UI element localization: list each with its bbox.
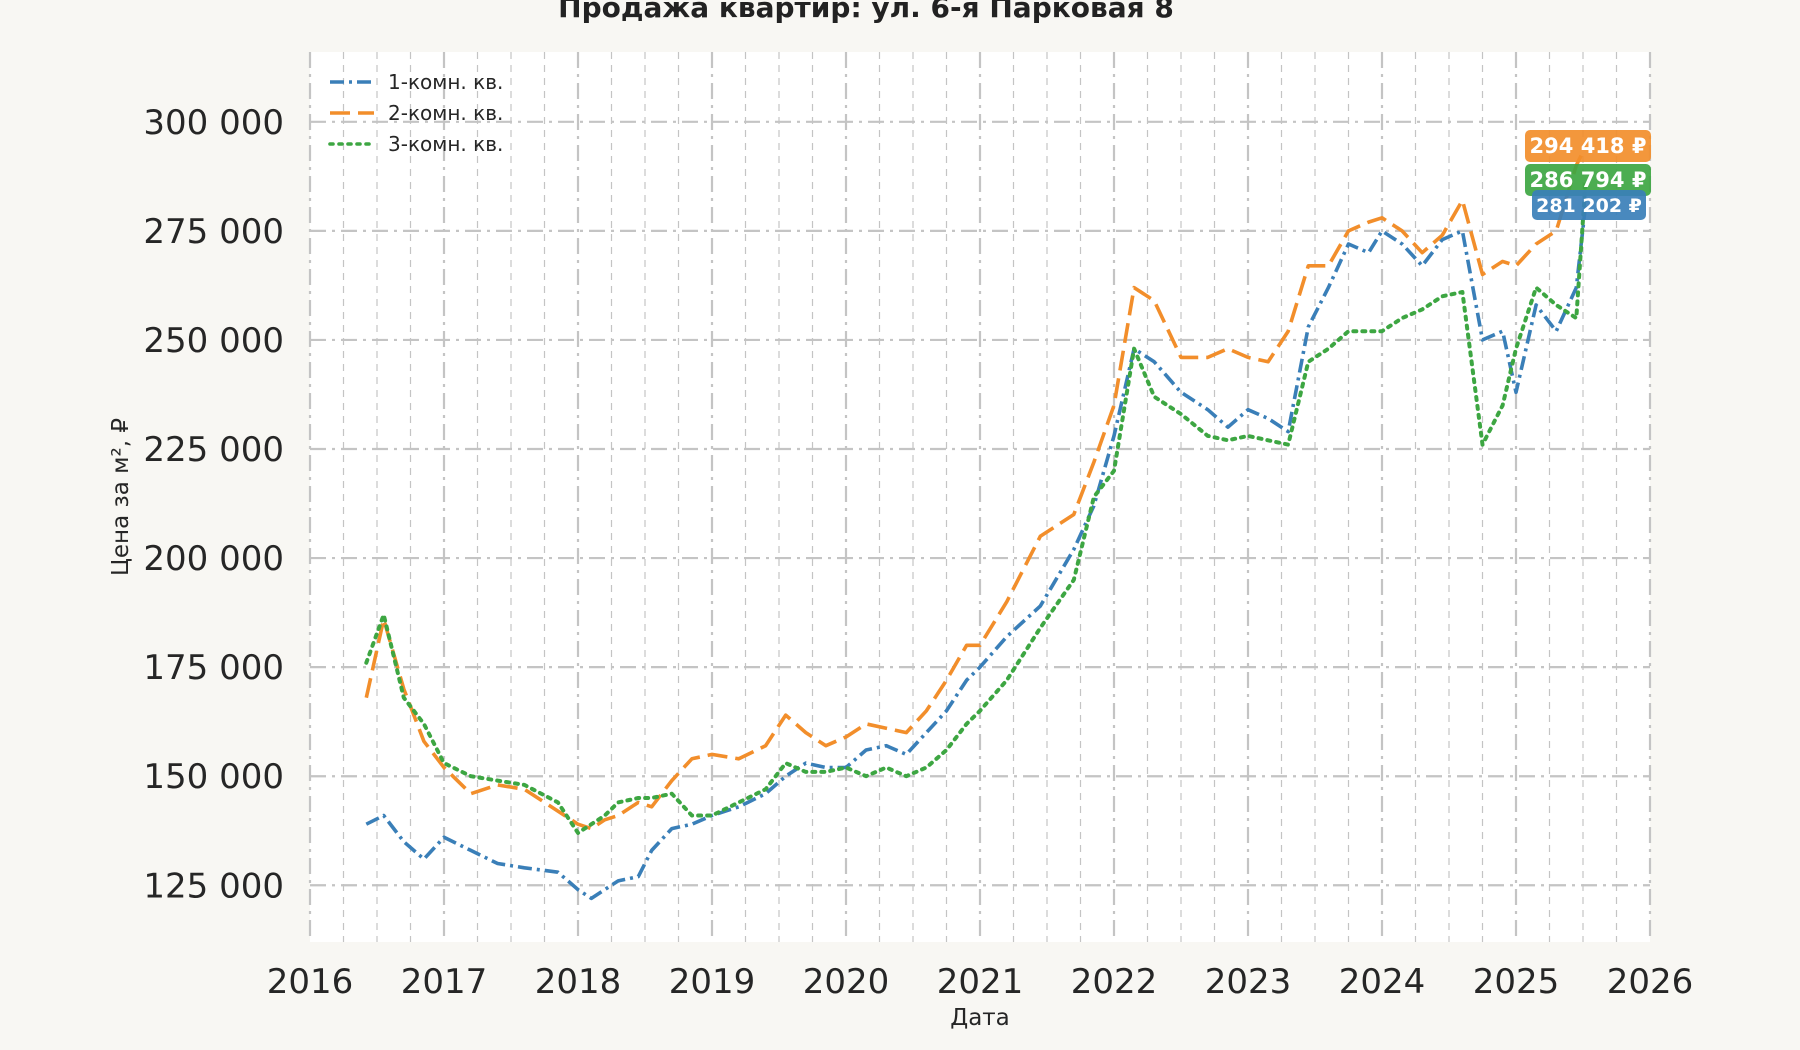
y-tick-labels: 125 000 150 000 175 000 200 000 225 000 250 0… — [143, 103, 284, 906]
end-label-text: 294 418 ₽ — [1530, 134, 1647, 158]
y-axis-label: Цена за м², ₽ — [108, 418, 134, 576]
legend-label: 1-комн. кв. — [388, 70, 503, 94]
end-label-1: 281 202 ₽ — [1532, 190, 1646, 220]
y-tick-label: 225 000 — [143, 430, 284, 470]
end-label-3: 286 794 ₽ — [1525, 164, 1651, 196]
legend-label: 2-комн. кв. — [388, 101, 503, 125]
x-axis-label: Дата — [950, 1005, 1010, 1031]
x-tick-label: 2025 — [1473, 962, 1560, 1002]
chart-title: Продажа квартир: ул. 6-я Парковая 8 — [558, 0, 1174, 24]
series-line-2 — [364, 145, 1588, 831]
end-label-box — [1525, 164, 1651, 196]
legend-label: 3-комн. кв. — [388, 132, 503, 156]
x-tick-label: 2019 — [669, 962, 756, 1002]
series-line-1 — [365, 203, 1588, 901]
grid — [308, 52, 1652, 942]
series-line-3 — [364, 177, 1588, 835]
legend: 1-комн. кв. 2-комн. кв. 3-комн. кв. — [328, 70, 503, 156]
end-label-text: 281 202 ₽ — [1536, 195, 1642, 217]
x-tick-label: 2018 — [535, 962, 622, 1002]
series-lines — [364, 145, 1588, 901]
y-tick-label: 125 000 — [143, 866, 284, 906]
x-tick-label: 2024 — [1339, 962, 1426, 1002]
x-tick-label: 2022 — [1071, 962, 1158, 1002]
y-tick-label: 200 000 — [143, 539, 284, 579]
x-tick-label: 2023 — [1205, 962, 1292, 1002]
end-label-text: 286 794 ₽ — [1530, 168, 1647, 192]
y-tick-label: 300 000 — [143, 103, 284, 143]
x-tick-label: 2026 — [1607, 962, 1694, 1002]
x-tick-label: 2017 — [401, 962, 488, 1002]
end-label-box — [1525, 130, 1651, 162]
x-tick-label: 2020 — [803, 962, 890, 1002]
y-tick-label: 250 000 — [143, 321, 284, 361]
y-tick-label: 275 000 — [143, 212, 284, 252]
x-tick-labels: 2016 2017 2018 2019 2020 2021 2022 2023 2024 2025… — [267, 962, 1694, 1002]
end-value-labels: 294 418 ₽ 286 794 ₽ 281 202 ₽ — [1525, 130, 1651, 220]
y-tick-label: 175 000 — [143, 648, 284, 688]
x-tick-label: 2016 — [267, 962, 354, 1002]
end-label-2: 294 418 ₽ — [1525, 130, 1651, 162]
y-tick-label: 150 000 — [143, 757, 284, 797]
x-tick-label: 2021 — [937, 962, 1024, 1002]
end-label-box — [1532, 190, 1646, 220]
